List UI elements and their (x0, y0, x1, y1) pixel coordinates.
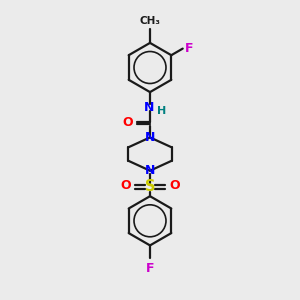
Text: F: F (185, 41, 193, 55)
Text: N: N (145, 131, 155, 144)
Text: N: N (145, 164, 155, 177)
Text: O: O (169, 178, 180, 192)
Text: F: F (146, 262, 154, 275)
Text: CH₃: CH₃ (140, 16, 160, 26)
Text: O: O (122, 116, 133, 130)
Text: N: N (144, 101, 154, 114)
Text: H: H (157, 106, 166, 116)
Text: S: S (145, 179, 155, 194)
Text: O: O (120, 178, 131, 192)
